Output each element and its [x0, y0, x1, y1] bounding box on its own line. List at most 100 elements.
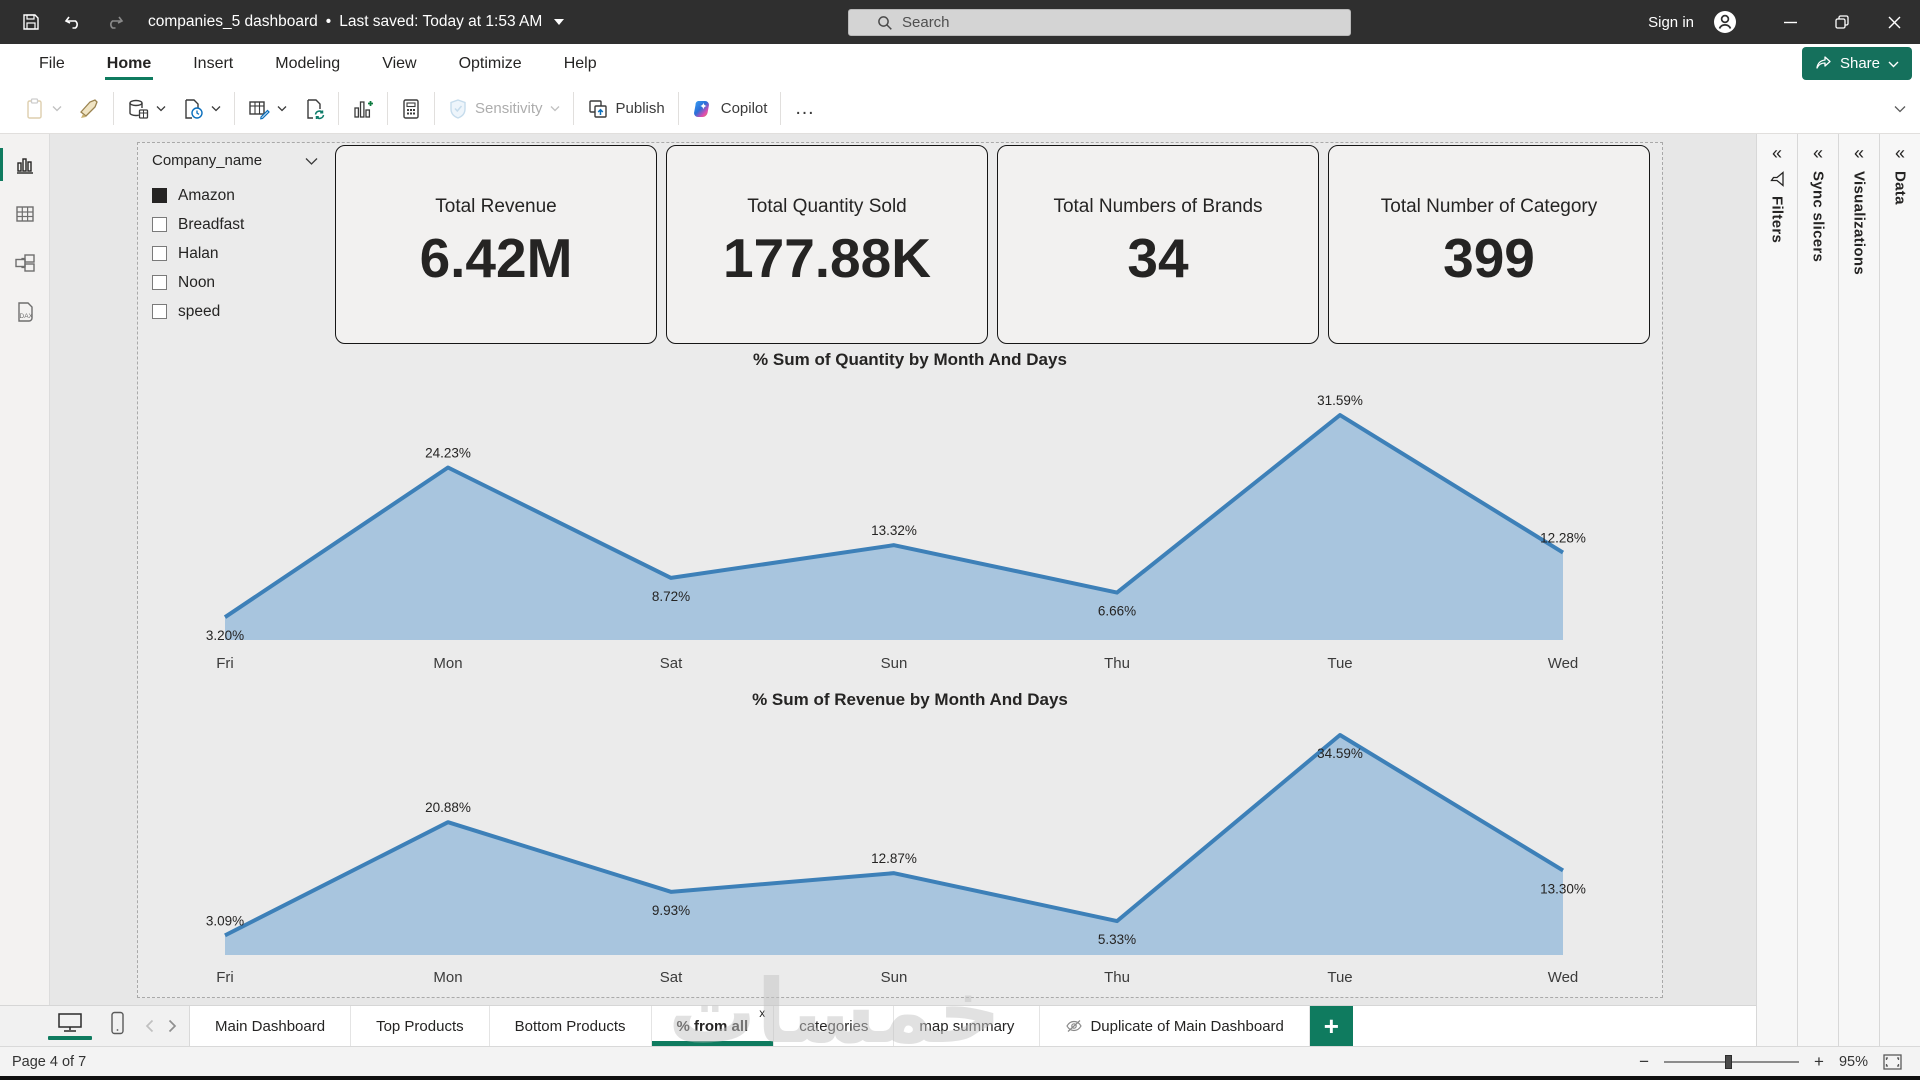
undo-icon[interactable]	[56, 5, 90, 39]
new-visual-button[interactable]	[352, 98, 374, 120]
page-tab-main-dashboard[interactable]: Main Dashboard	[190, 1006, 352, 1046]
panel-visualizations[interactable]: « Visualizations	[1838, 134, 1879, 1046]
chart-title: % Sum of Quantity by Month And Days	[753, 350, 1067, 369]
search-input[interactable]	[902, 14, 1302, 31]
zoom-out-button[interactable]: −	[1639, 1051, 1650, 1071]
publish-button[interactable]: Publish	[587, 98, 665, 120]
kpi-card[interactable]: Total Number of Category 399	[1328, 145, 1650, 344]
menu-item-view[interactable]: View	[382, 55, 417, 72]
desktop-layout-icon	[58, 1013, 82, 1032]
expand-panel-icon[interactable]: «	[1853, 143, 1864, 163]
x-axis-label: Tue	[1327, 655, 1352, 672]
sensitivity-label: Sensitivity	[475, 100, 543, 117]
dax-query-view-button[interactable]: DAX	[0, 287, 49, 336]
publish-icon	[588, 99, 607, 118]
x-axis-label: Mon	[433, 969, 462, 986]
close-tab-icon[interactable]: x	[759, 1006, 766, 1020]
zoom-slider[interactable]	[1664, 1054, 1800, 1069]
save-icon[interactable]	[14, 5, 48, 39]
document-title[interactable]: companies_5 dashboard • Last saved: Toda…	[148, 13, 565, 31]
mobile-layout-button[interactable]	[110, 1011, 125, 1041]
kpi-card[interactable]: Total Numbers of Brands 34	[997, 145, 1319, 344]
panel-data[interactable]: « Data	[1879, 134, 1920, 1046]
page-tab-top-products[interactable]: Top Products	[351, 1006, 490, 1046]
title-dropdown-icon[interactable]	[554, 19, 565, 25]
checkbox-unchecked-icon[interactable]	[152, 246, 167, 261]
slicer-item-breadfast[interactable]: Breadfast	[152, 210, 320, 239]
format-painter-button[interactable]	[78, 98, 100, 120]
checkbox-unchecked-icon[interactable]	[152, 304, 167, 319]
sensitivity-shield-icon	[450, 98, 466, 119]
zoom-slider-thumb[interactable]	[1724, 1054, 1732, 1069]
page-tab-map-summary[interactable]: map summary	[894, 1006, 1041, 1046]
checkbox-checked-icon[interactable]	[152, 188, 167, 203]
report-view-button[interactable]	[0, 140, 49, 189]
panel-filters[interactable]: « Filters	[1756, 134, 1797, 1046]
kpi-card[interactable]: Total Quantity Sold 177.88K	[666, 145, 988, 344]
close-button[interactable]	[1868, 0, 1920, 44]
prev-page-icon[interactable]	[145, 1019, 154, 1033]
copilot-button[interactable]: Copilot	[692, 98, 767, 120]
kpi-card[interactable]: Total Revenue 6.42M	[335, 145, 657, 344]
collapse-ribbon-icon[interactable]	[1894, 100, 1920, 118]
panel-sync-slicers[interactable]: « Sync slicers	[1797, 134, 1838, 1046]
menu-item-modeling[interactable]: Modeling	[275, 55, 341, 72]
sign-in-link[interactable]: Sign in	[1648, 13, 1694, 31]
menu-item-file[interactable]: File	[39, 55, 65, 72]
account-avatar-icon[interactable]	[1708, 5, 1742, 39]
expand-panel-icon[interactable]: «	[1894, 143, 1905, 163]
checkbox-unchecked-icon[interactable]	[152, 275, 167, 290]
menu-item-home[interactable]: Home	[86, 44, 172, 84]
restore-button[interactable]	[1816, 0, 1868, 44]
data-label: 8.72%	[652, 589, 690, 604]
company-slicer[interactable]: Company_name Amazon Breadfast Halan Noon spe…	[152, 152, 320, 326]
slicer-item-amazon[interactable]: Amazon	[152, 181, 320, 210]
transform-data-button[interactable]	[248, 98, 287, 120]
search-bar[interactable]	[848, 9, 1351, 36]
quantity-area-chart[interactable]: % Sum of Quantity by Month And Days 3.20%…	[140, 350, 1680, 680]
area-fill	[225, 735, 1563, 955]
page-tab-categories[interactable]: categories	[774, 1006, 895, 1046]
model-view-button[interactable]	[0, 238, 49, 287]
kpi-card-value: 34	[1127, 227, 1189, 289]
page-tab-duplicate-of-main-dashboard[interactable]: Duplicate of Main Dashboard	[1040, 1006, 1310, 1046]
fit-to-page-icon[interactable]	[1883, 1053, 1902, 1070]
page-tab-bottom-products[interactable]: Bottom Products	[490, 1006, 652, 1046]
expand-panel-icon[interactable]: «	[1812, 143, 1823, 163]
paste-button[interactable]	[25, 97, 62, 120]
table-view-button[interactable]	[0, 189, 49, 238]
x-axis-label: Sat	[660, 655, 683, 672]
desktop-layout-button[interactable]	[48, 1012, 92, 1040]
recent-sources-button[interactable]	[182, 98, 221, 120]
next-page-icon[interactable]	[168, 1019, 177, 1033]
slicer-item-halan[interactable]: Halan	[152, 239, 320, 268]
menu-item-insert[interactable]: Insert	[193, 55, 234, 72]
svg-text:DAX: DAX	[19, 313, 33, 320]
page-tab--from-all[interactable]: % from all x	[651, 1006, 775, 1046]
checkbox-unchecked-icon[interactable]	[152, 217, 167, 232]
zoom-in-button[interactable]: +	[1814, 1051, 1824, 1071]
slicer-item-speed[interactable]: speed	[152, 297, 320, 326]
quick-measure-button[interactable]	[401, 98, 421, 120]
data-label: 20.88%	[425, 800, 471, 815]
share-icon	[1816, 56, 1831, 69]
share-button[interactable]: Share	[1801, 47, 1912, 80]
new-page-button[interactable]: +	[1309, 1006, 1353, 1046]
minimize-button[interactable]	[1764, 0, 1816, 44]
titlebar-right: Sign in	[1648, 0, 1920, 44]
revenue-area-chart[interactable]: % Sum of Revenue by Month And Days 3.09% 2…	[140, 690, 1680, 990]
slicer-chevron-icon[interactable]	[305, 157, 318, 165]
sensitivity-button[interactable]: Sensitivity	[448, 98, 560, 120]
x-axis-label: Wed	[1548, 655, 1579, 672]
page-tab-label: categories	[799, 1017, 869, 1035]
get-data-button[interactable]	[127, 98, 166, 120]
refresh-button[interactable]	[303, 98, 325, 120]
redo-icon[interactable]	[98, 5, 132, 39]
menu-item-optimize[interactable]: Optimize	[458, 55, 522, 72]
kpi-card-value: 177.88K	[723, 227, 931, 289]
expand-panel-icon[interactable]: «	[1771, 143, 1782, 163]
menu-item-help[interactable]: Help	[563, 55, 597, 72]
more-options-button[interactable]: …	[794, 97, 817, 119]
slicer-item-noon[interactable]: Noon	[152, 268, 320, 297]
